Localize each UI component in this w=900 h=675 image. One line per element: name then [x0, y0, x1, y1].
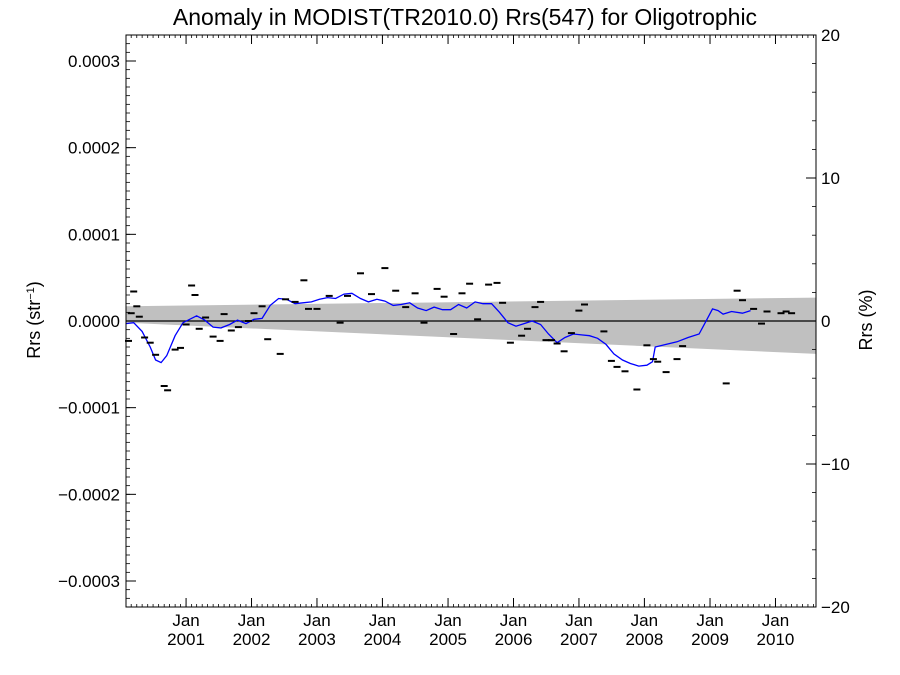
x-tick-year: 2010	[757, 630, 795, 649]
y-tick-label: 0.0002	[68, 139, 120, 158]
x-tick-month: Jan	[434, 611, 461, 630]
x-tick-year: 2003	[298, 630, 336, 649]
y-tick-label: −0.0003	[58, 572, 120, 591]
x-tick-month: Jan	[303, 611, 330, 630]
y-tick-label: 0.0001	[68, 225, 120, 244]
x-tick-month: Jan	[369, 611, 396, 630]
x-tick-month: Jan	[631, 611, 658, 630]
x-tick-year: 2001	[167, 630, 205, 649]
x-tick-year: 2009	[691, 630, 729, 649]
y2-tick-label: 10	[821, 169, 840, 188]
x-tick-month: Jan	[565, 611, 592, 630]
y-axis-label: Rrs (str−1)	[24, 281, 44, 359]
x-tick-month: Jan	[238, 611, 265, 630]
y-tick-label: 0.0003	[68, 52, 120, 71]
x-tick-year: 2004	[364, 630, 402, 649]
y2-tick-label: −10	[821, 455, 850, 474]
y-tick-label: −0.0001	[58, 399, 120, 418]
x-tick-year: 2008	[625, 630, 663, 649]
regression-band	[126, 297, 816, 354]
x-tick-month: Jan	[696, 611, 723, 630]
smooth-series-line	[125, 292, 751, 367]
y2-tick-label: 20	[821, 26, 840, 45]
y-tick-label: −0.0002	[58, 485, 120, 504]
x-tick-year: 2006	[495, 630, 533, 649]
x-tick-month: Jan	[500, 611, 527, 630]
x-tick-year: 2005	[429, 630, 467, 649]
y2-tick-label: 0	[821, 312, 830, 331]
chart-title: Anomaly in MODIST(TR2010.0) Rrs(547) for…	[173, 4, 757, 30]
y2-axis-label: Rrs (%)	[856, 290, 876, 351]
x-tick-year: 2002	[233, 630, 271, 649]
x-tick-year: 2007	[560, 630, 598, 649]
y2-tick-label: −20	[821, 598, 850, 617]
x-tick-month: Jan	[762, 611, 789, 630]
x-tick-month: Jan	[172, 611, 199, 630]
y-tick-label: 0.0000	[68, 312, 120, 331]
